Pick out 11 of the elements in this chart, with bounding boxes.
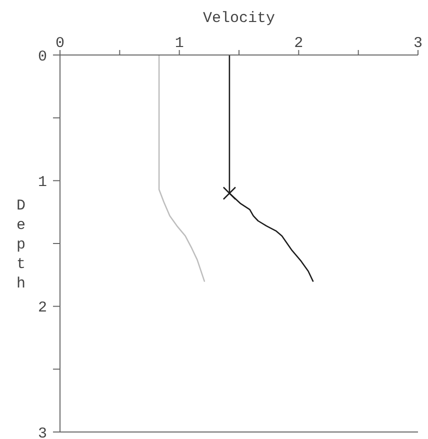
- y-tick-label: 0: [38, 48, 47, 66]
- x-tick-label: 1: [174, 35, 184, 52]
- x-tick-label: 2: [294, 35, 304, 52]
- y-tick-label: 3: [38, 425, 47, 439]
- y-axis-title: Depth: [16, 198, 26, 292]
- x-axis-title: Velocity: [202, 10, 276, 27]
- line-series: [158, 55, 206, 282]
- x-tick-label: 0: [55, 35, 65, 52]
- y-tick-label: 2: [38, 300, 47, 317]
- y-tick-label: 1: [38, 174, 47, 191]
- x-tick-label: 3: [413, 35, 423, 52]
